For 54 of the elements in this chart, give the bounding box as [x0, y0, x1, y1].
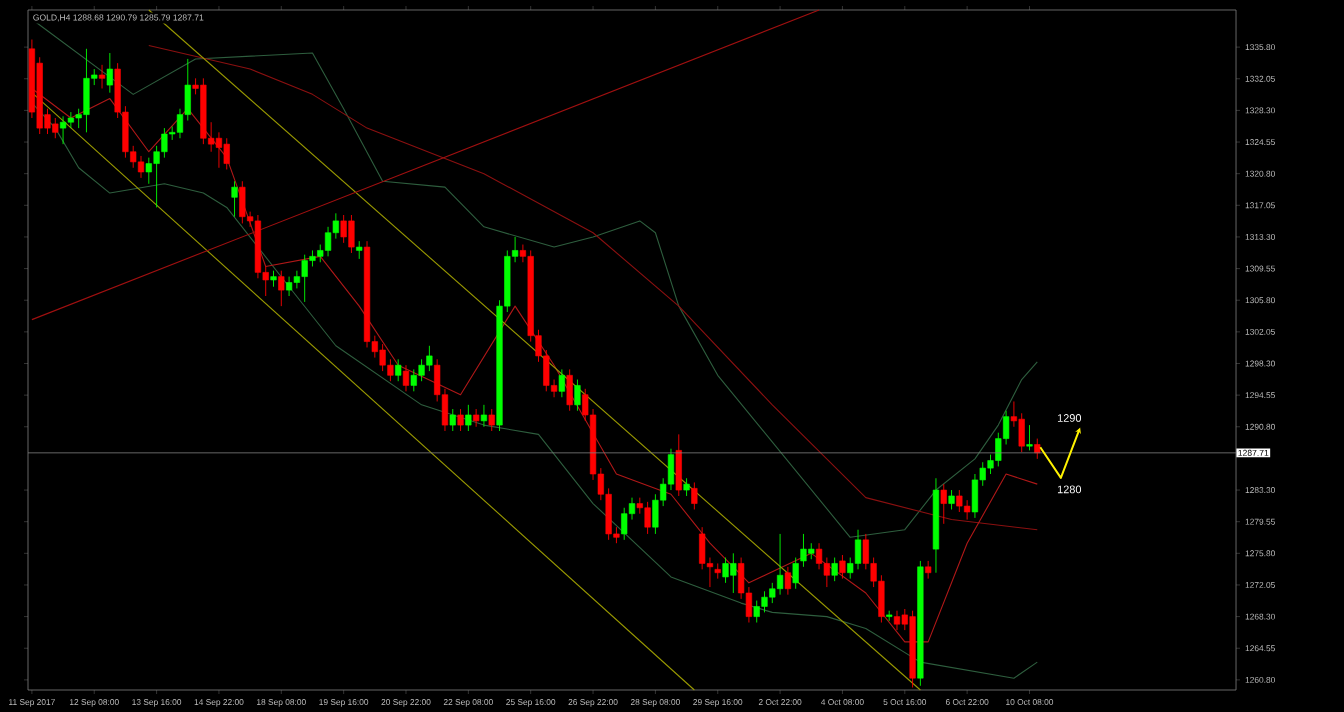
candlestick [59, 115, 67, 145]
candlestick [473, 408, 480, 428]
candlestick [730, 552, 737, 594]
candlestick [566, 368, 573, 412]
candlestick [722, 557, 729, 584]
candlestick [948, 489, 955, 510]
candlestick [457, 408, 464, 432]
candlestick [161, 127, 168, 159]
candlestick [940, 483, 947, 525]
candlestick [418, 358, 425, 382]
candlestick [106, 52, 113, 94]
candlestick [893, 610, 901, 631]
candlestick [691, 482, 698, 510]
candlestick [465, 404, 472, 432]
candlestick [956, 489, 963, 513]
candlestick [379, 343, 386, 372]
candlestick [971, 473, 979, 519]
candlestick [301, 254, 308, 303]
candlestick [410, 368, 417, 392]
candlestick [792, 557, 799, 590]
candlestick [776, 533, 784, 596]
candlestick [449, 408, 456, 432]
candlestick [137, 155, 145, 179]
candlestick [52, 117, 59, 139]
candlestick [854, 529, 862, 570]
candlestick [239, 180, 246, 224]
candlestick [964, 499, 971, 521]
candlestick [1026, 424, 1033, 451]
candlestick [340, 214, 347, 244]
candlestick [644, 501, 651, 535]
candlestick [558, 368, 565, 398]
candlestick [395, 358, 402, 382]
candlestick [278, 270, 285, 307]
candlestick [761, 590, 768, 613]
candlestick [784, 566, 791, 596]
candlestick [800, 533, 807, 568]
candlestick [753, 600, 760, 623]
candlestick [223, 137, 230, 170]
candlestick [402, 364, 410, 392]
candlestick [348, 214, 355, 254]
candlestick [98, 64, 106, 89]
candlestick [574, 379, 581, 412]
candlestick [839, 554, 846, 580]
line-series [148, 44, 1038, 531]
candlestick [83, 48, 90, 133]
candlestick [1034, 438, 1041, 460]
candlestick [145, 157, 152, 185]
candlestick [831, 557, 838, 582]
candlestick [480, 404, 488, 428]
candlestick [675, 433, 682, 497]
candlestick [426, 345, 433, 372]
candlestick [231, 180, 238, 218]
candlestick [285, 276, 293, 297]
candlestick [488, 408, 495, 432]
